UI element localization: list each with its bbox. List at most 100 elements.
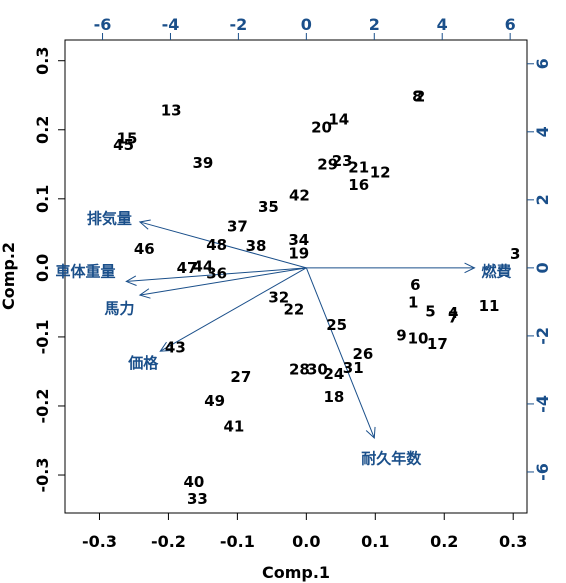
observation-label: 33	[187, 490, 208, 508]
top-tick-label: 0	[301, 15, 312, 34]
loading-arrow	[305, 267, 375, 439]
observation-label: 5	[425, 302, 435, 320]
observation-label: 18	[323, 388, 344, 406]
observation-label: 12	[370, 164, 391, 182]
top-tick-label: -4	[162, 15, 180, 34]
variable-label: 馬力	[105, 300, 135, 318]
x-tick-label: 0.3	[499, 532, 527, 551]
top-tick-label: -6	[94, 15, 112, 34]
observation-label: 31	[343, 359, 364, 377]
x-tick-label: -0.3	[82, 532, 117, 551]
observation-label: 24	[323, 365, 344, 383]
observation-label: 1	[408, 293, 418, 311]
observation-label: 46	[134, 240, 155, 258]
observation-label: 9	[396, 327, 406, 345]
observation-label: 26	[352, 345, 373, 363]
top-tick-label: 6	[505, 15, 516, 34]
observation-label: 47	[177, 259, 198, 277]
arrow-head	[365, 426, 376, 440]
observation-label: 30	[307, 360, 328, 378]
variable-label: 価格	[127, 354, 159, 372]
arrow-head	[125, 275, 137, 286]
variable-label: 車体重量	[56, 262, 116, 280]
observation-label: 28	[289, 360, 310, 378]
observation-label: 14	[328, 110, 349, 128]
observation-label: 6	[410, 276, 420, 294]
arrow-head	[159, 341, 172, 352]
left-axis: -0.3 -0.2 -0.1 0.0 0.1 0.2 0.3	[33, 47, 65, 493]
y-tick-label: -0.1	[33, 319, 52, 354]
observation-label: 29	[317, 155, 338, 173]
y-tick-label: 0.0	[33, 254, 52, 282]
observation-label: 36	[206, 264, 227, 282]
observation-label: 4	[448, 304, 458, 322]
y-tick-label: -0.2	[33, 388, 52, 423]
observation-label: 49	[204, 392, 225, 410]
y-tick-label: 0.3	[33, 47, 52, 75]
y-axis-title: Comp.2	[0, 242, 18, 310]
observation-label: 19	[288, 244, 309, 262]
variable-label: 耐久年数	[361, 449, 422, 467]
observation-label: 3	[510, 245, 520, 263]
observation-label: 10	[408, 329, 429, 347]
observation-label: 43	[165, 338, 186, 356]
y-tick-label: -0.3	[33, 458, 52, 493]
observation-label: 8	[412, 88, 422, 106]
top-tick-label: 2	[369, 15, 380, 34]
observation-label: 34	[288, 231, 309, 249]
observation-label: 39	[192, 154, 213, 172]
observation-label: 23	[332, 152, 353, 170]
variable-label: 排気量	[87, 210, 132, 228]
right-tick-label: -2	[533, 327, 552, 345]
observation-label: 27	[230, 368, 251, 386]
variable-label: 燃費	[482, 262, 512, 280]
observation-label: 38	[246, 237, 267, 255]
observation-label: 25	[326, 316, 347, 334]
right-tick-label: 0	[533, 262, 552, 273]
y-tick-label: 0.2	[33, 116, 52, 144]
right-tick-label: 2	[533, 194, 552, 205]
observation-label: 42	[289, 186, 310, 204]
loading-arrow	[126, 267, 307, 282]
x-axis-title: Comp.1	[262, 563, 330, 582]
observation-label: 35	[258, 198, 279, 216]
observation-label: 41	[224, 418, 245, 436]
observation-label: 15	[117, 130, 138, 148]
observation-label: 16	[348, 176, 369, 194]
right-tick-label: -6	[533, 463, 552, 481]
observation-label: 44	[192, 257, 213, 275]
bottom-axis: -0.3 -0.2 -0.1 0.0 0.1 0.2 0.3	[82, 513, 527, 551]
right-tick-label: 4	[533, 126, 552, 137]
observation-label: 48	[206, 236, 227, 254]
x-tick-label: -0.2	[151, 532, 186, 551]
arrow-head	[138, 219, 151, 230]
arrow-head	[138, 288, 151, 299]
y-tick-label: 0.1	[33, 185, 52, 213]
observation-label: 7	[448, 309, 458, 327]
loading-arrow	[139, 267, 307, 296]
top-tick-label: -2	[230, 15, 248, 34]
loading-arrow	[160, 267, 307, 352]
top-axis: -6 -4 -2 0 2 4 6	[94, 15, 516, 40]
arrow-head	[464, 262, 476, 274]
observation-label: 2	[415, 88, 425, 106]
observation-label: 22	[283, 300, 304, 318]
observation-label: 37	[227, 217, 248, 235]
observation-label: 32	[268, 289, 289, 307]
top-tick-label: 4	[437, 15, 448, 34]
observation-label: 13	[161, 101, 182, 119]
observation-label: 11	[479, 297, 500, 315]
observation-label: 21	[348, 159, 369, 177]
x-tick-label: -0.1	[220, 532, 255, 551]
observation-label: 45	[113, 136, 134, 154]
observation-label: 17	[427, 335, 448, 353]
right-tick-label: 6	[533, 58, 552, 69]
x-tick-label: 0.1	[361, 532, 389, 551]
plot-frame	[64, 39, 528, 514]
right-axis: -6 -4 -2 0 2 4 6	[527, 58, 552, 481]
observation-label: 20	[311, 119, 332, 137]
x-tick-label: 0.0	[292, 532, 320, 551]
